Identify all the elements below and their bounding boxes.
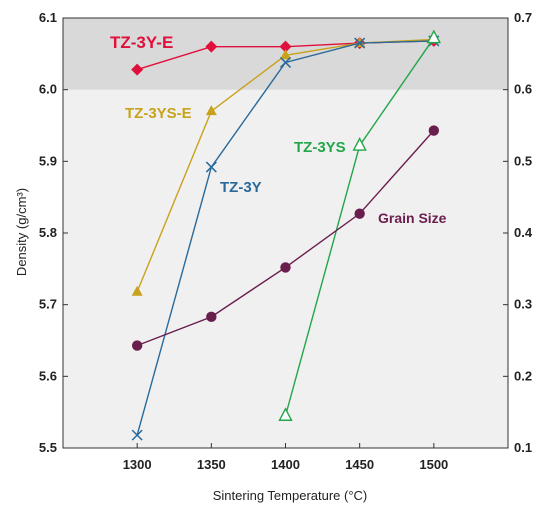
series-label-4: Grain Size [378, 210, 447, 226]
series-1-point-0 [131, 285, 143, 296]
series-label-1: TZ-3YS-E [125, 105, 192, 122]
series-1-point-1 [205, 105, 217, 116]
series-4-point-4 [428, 125, 440, 136]
right-tick-label-5: 0.6 [514, 82, 532, 97]
series-4-point-2 [280, 262, 291, 273]
series-2-point-3 [354, 37, 366, 49]
right-tick-label-1: 0.2 [514, 368, 532, 383]
left-tick-label-0: 5.5 [39, 440, 57, 455]
series-0-point-0 [131, 63, 144, 76]
left-tick-label-2: 5.7 [39, 297, 57, 312]
series-4-point-0 [131, 340, 143, 351]
series-2-point-1 [205, 161, 217, 173]
series-4 [131, 125, 440, 351]
right-tick-label-0: 0.1 [514, 440, 532, 455]
plot-frame [62, 17, 509, 449]
series-2-point-0 [131, 429, 143, 441]
series-label-2: TZ-3Y [220, 179, 262, 196]
series-3-point-2 [426, 29, 441, 44]
series-0-point-2 [279, 40, 292, 53]
series-1-point-2 [280, 49, 291, 60]
x-axis-ticks: 1300 1350 1400 1450 1500 [123, 443, 448, 472]
left-tick-label-3: 5.8 [39, 225, 57, 240]
x-tick-label-1: 1350 [197, 457, 226, 472]
x-axis-title: Sintering Temperature (°C) [213, 488, 368, 503]
x-tick-label-3: 1450 [345, 457, 374, 472]
x-tick-label-4: 1500 [419, 457, 448, 472]
series-3-point-0 [278, 407, 293, 421]
series-label-3: TZ-3YS [294, 139, 346, 156]
series-3-point-1 [352, 137, 367, 151]
series-3 [278, 29, 441, 421]
right-tick-label-2: 0.3 [514, 297, 532, 312]
y-axis-title: Density (g/cm³) [14, 188, 29, 276]
right-tick-label-4: 0.5 [514, 153, 532, 168]
right-tick-label-3: 0.4 [514, 225, 533, 240]
series-2-point-2 [279, 56, 292, 68]
series-layer [131, 29, 441, 441]
series-label-0: TZ-3Y-E [110, 33, 173, 52]
left-tick-label-1: 5.6 [39, 368, 57, 383]
left-tick-label-6: 6.1 [39, 10, 57, 25]
series-0-point-1 [205, 40, 218, 53]
series-4-point-3 [354, 208, 365, 219]
right-tick-label-6: 0.7 [514, 10, 532, 25]
series-labels: TZ-3Y-E TZ-3YS-E TZ-3Y TZ-3YS Grain Size [110, 33, 447, 226]
right-axis-ticks: 0.1 0.2 0.3 0.4 0.5 0.6 0.7 [503, 10, 533, 455]
left-tick-label-4: 5.9 [39, 153, 57, 168]
series-4-point-1 [206, 311, 217, 323]
left-tick-label-5: 6.0 [39, 82, 57, 97]
x-tick-label-2: 1400 [271, 457, 300, 472]
x-tick-label-0: 1300 [123, 457, 152, 472]
